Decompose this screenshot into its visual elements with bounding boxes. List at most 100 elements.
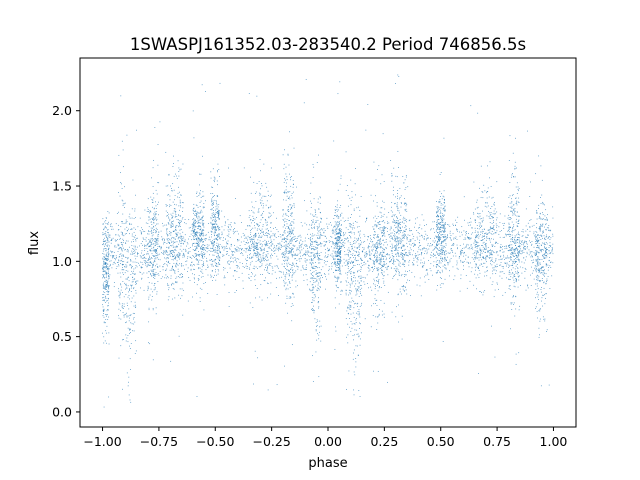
data-point bbox=[375, 260, 377, 262]
data-point bbox=[394, 261, 396, 262]
data-point bbox=[352, 358, 354, 360]
data-point bbox=[296, 237, 298, 239]
data-point bbox=[456, 228, 457, 230]
data-point bbox=[352, 266, 354, 268]
data-point bbox=[546, 229, 547, 231]
data-point bbox=[539, 230, 541, 232]
data-point bbox=[536, 231, 538, 233]
data-point bbox=[325, 261, 327, 262]
data-point bbox=[152, 359, 154, 361]
data-point bbox=[439, 227, 441, 228]
data-point bbox=[510, 211, 512, 212]
data-point bbox=[356, 291, 357, 293]
data-point bbox=[377, 243, 379, 245]
data-point bbox=[347, 228, 349, 230]
data-point bbox=[338, 249, 339, 251]
data-point bbox=[164, 238, 165, 240]
data-point bbox=[315, 240, 317, 242]
data-point bbox=[207, 246, 209, 248]
data-point bbox=[326, 241, 328, 243]
data-point bbox=[230, 224, 231, 226]
data-point bbox=[150, 249, 151, 251]
data-point bbox=[172, 259, 174, 261]
data-point bbox=[424, 281, 426, 283]
data-point bbox=[249, 219, 251, 221]
data-point bbox=[159, 245, 161, 247]
data-point bbox=[382, 239, 384, 241]
data-point bbox=[395, 273, 397, 275]
data-point bbox=[242, 232, 244, 234]
data-point bbox=[517, 186, 519, 188]
data-point bbox=[535, 249, 537, 251]
data-point bbox=[303, 268, 305, 270]
data-point bbox=[284, 191, 286, 193]
data-point bbox=[510, 256, 512, 258]
data-point bbox=[542, 218, 544, 220]
data-point bbox=[126, 134, 128, 136]
data-point bbox=[103, 228, 105, 230]
data-point bbox=[345, 280, 347, 282]
data-point bbox=[200, 248, 202, 250]
data-point bbox=[108, 236, 110, 238]
data-point bbox=[106, 272, 108, 274]
data-point bbox=[537, 261, 539, 263]
data-point bbox=[402, 237, 404, 238]
data-point bbox=[488, 229, 490, 231]
data-point bbox=[218, 256, 220, 258]
data-point bbox=[507, 257, 509, 259]
data-point bbox=[513, 304, 514, 305]
data-point bbox=[515, 221, 517, 223]
data-point bbox=[508, 234, 509, 236]
data-point bbox=[150, 273, 151, 274]
data-point bbox=[369, 254, 371, 256]
data-point bbox=[153, 289, 155, 291]
data-point bbox=[154, 218, 155, 220]
data-point bbox=[317, 229, 318, 231]
data-point bbox=[436, 225, 438, 227]
data-point bbox=[284, 230, 286, 231]
data-point bbox=[465, 238, 467, 240]
data-point bbox=[112, 237, 114, 239]
data-point bbox=[176, 224, 178, 226]
data-point bbox=[424, 253, 425, 255]
data-point bbox=[170, 237, 172, 239]
data-point bbox=[392, 245, 393, 247]
data-point bbox=[512, 240, 514, 242]
data-point bbox=[379, 308, 380, 310]
data-point bbox=[154, 260, 156, 262]
data-point bbox=[483, 241, 485, 243]
data-point bbox=[337, 251, 339, 253]
data-point bbox=[409, 243, 411, 245]
data-point bbox=[407, 234, 409, 236]
data-point bbox=[201, 266, 203, 268]
data-point bbox=[437, 223, 439, 225]
data-point bbox=[249, 225, 251, 226]
data-point bbox=[443, 208, 445, 210]
data-point bbox=[214, 223, 216, 224]
data-point bbox=[391, 201, 393, 203]
data-point bbox=[180, 194, 182, 196]
data-point bbox=[349, 292, 351, 294]
data-point bbox=[262, 207, 264, 209]
data-point bbox=[199, 259, 201, 261]
data-point bbox=[136, 283, 137, 284]
data-point bbox=[515, 353, 517, 355]
data-point bbox=[326, 217, 328, 219]
data-point bbox=[368, 246, 370, 247]
data-point bbox=[339, 253, 340, 255]
data-point bbox=[404, 233, 405, 235]
data-point bbox=[121, 303, 123, 305]
data-point bbox=[521, 250, 523, 252]
data-point bbox=[212, 243, 214, 244]
data-point bbox=[488, 251, 489, 253]
data-point bbox=[400, 206, 402, 208]
data-point bbox=[285, 248, 287, 249]
data-point bbox=[401, 274, 403, 276]
data-point bbox=[147, 207, 149, 209]
data-point bbox=[122, 241, 124, 243]
data-point bbox=[480, 227, 481, 229]
data-point bbox=[139, 271, 141, 273]
data-point bbox=[354, 334, 355, 336]
data-point bbox=[104, 270, 106, 272]
data-point bbox=[358, 237, 359, 239]
